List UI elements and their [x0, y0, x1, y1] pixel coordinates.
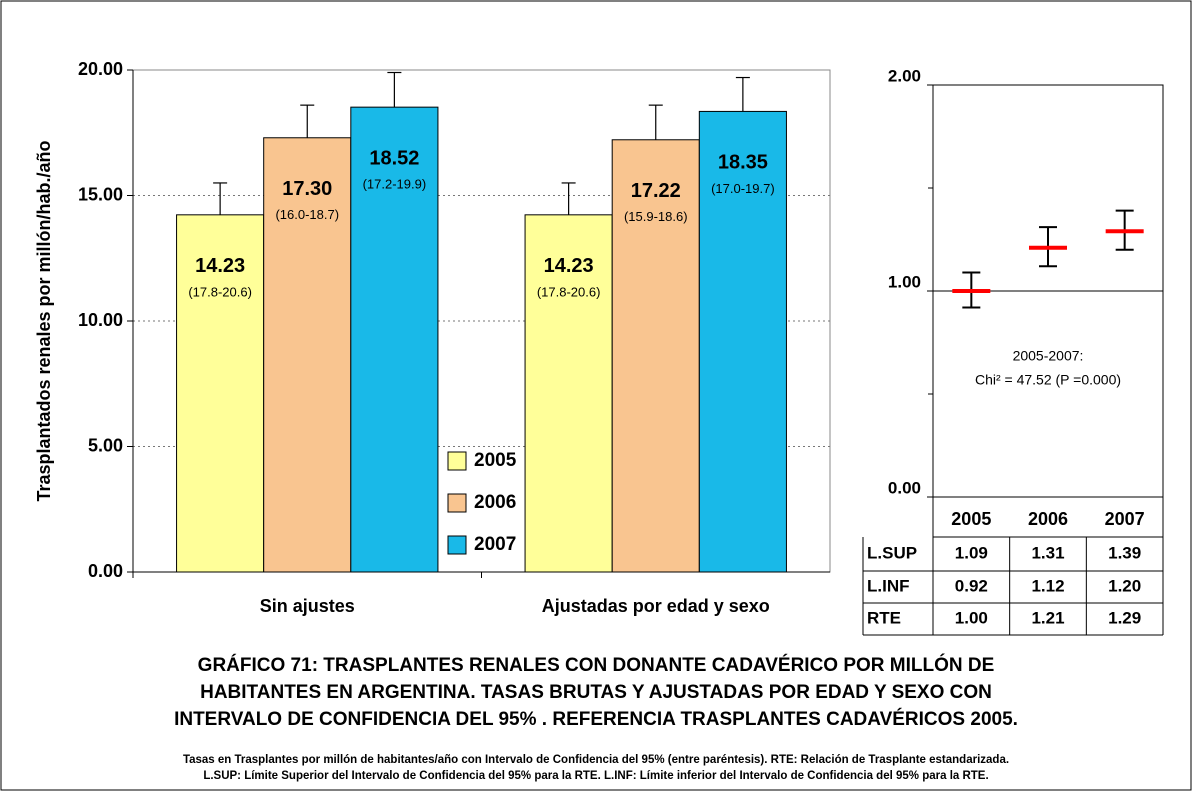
y-tick-label: 1.00	[888, 272, 921, 291]
x-tick-label: Sin ajustes	[260, 596, 355, 616]
table-cell: 0.92	[955, 576, 988, 595]
table-cell: 1.12	[1031, 576, 1064, 595]
caption-title: INTERVALO DE CONFIDENCIA DEL 95% . REFER…	[174, 708, 1018, 730]
y-tick-label: 5.00	[88, 435, 123, 455]
y-tick-label: 10.00	[78, 310, 123, 330]
caption-note: Tasas en Trasplantes por millón de habit…	[183, 754, 1009, 766]
row-label: RTE	[867, 608, 901, 627]
legend-label: 2005	[474, 450, 517, 471]
table-cell: 1.21	[1031, 608, 1064, 627]
y-tick-label: 0.00	[88, 561, 123, 581]
x-tick-label: Ajustadas por edad y sexo	[542, 596, 770, 616]
table-cell: 1.39	[1108, 543, 1141, 562]
caption-title: GRÁFICO 71: TRASPLANTES RENALES CON DONA…	[198, 654, 995, 676]
value-label: 18.35	[718, 152, 768, 174]
legend-label: 2006	[474, 492, 516, 513]
bar	[263, 137, 352, 573]
y-tick-label: 0.00	[888, 478, 921, 497]
caption-note: L.SUP: Límite Superior del Intervalo de …	[203, 770, 988, 782]
bar	[524, 214, 613, 573]
bar	[611, 139, 700, 573]
ci-label: (15.9-18.6)	[624, 209, 688, 224]
annotation: Chi² = 47.52 (P =0.000)	[975, 372, 1121, 388]
value-label: 17.30	[282, 178, 332, 200]
value-label: 18.52	[369, 147, 419, 169]
row-label: L.INF	[867, 576, 910, 595]
ci-label: (17.8-20.6)	[188, 284, 252, 299]
table-cell: 1.20	[1108, 576, 1141, 595]
table-cell: 1.31	[1031, 543, 1064, 562]
legend-label: 2007	[474, 534, 516, 555]
bar	[698, 110, 787, 573]
caption-title: HABITANTES EN ARGENTINA. TASAS BRUTAS Y …	[200, 682, 992, 703]
row-label: L.SUP	[867, 543, 917, 562]
ci-label: (16.0-18.7)	[275, 207, 339, 222]
table-header: 2006	[1028, 509, 1068, 529]
y-tick-label: 2.00	[888, 66, 921, 85]
ci-label: (17.0-19.7)	[711, 181, 775, 196]
y-tick-label: 15.00	[78, 184, 123, 204]
table-cell: 1.09	[955, 543, 988, 562]
y-axis-label: Trasplantados renales por millón/hab./añ…	[34, 140, 54, 501]
annotation: 2005-2007:	[1013, 348, 1084, 364]
table-header: 2007	[1105, 509, 1145, 529]
table-header: 2005	[951, 509, 991, 529]
ci-label: (17.8-20.6)	[537, 284, 601, 299]
y-tick-label: 20.00	[78, 59, 123, 79]
table-cell: 1.29	[1108, 608, 1141, 627]
bar	[350, 106, 439, 573]
value-label: 17.22	[631, 180, 681, 202]
value-label: 14.23	[544, 255, 594, 277]
ci-label: (17.2-19.9)	[363, 177, 427, 192]
legend-swatch	[447, 535, 467, 555]
bar	[176, 214, 265, 573]
legend-swatch	[447, 451, 467, 471]
value-label: 14.23	[195, 255, 245, 277]
table-cell: 1.00	[955, 608, 988, 627]
legend-swatch	[447, 493, 467, 513]
